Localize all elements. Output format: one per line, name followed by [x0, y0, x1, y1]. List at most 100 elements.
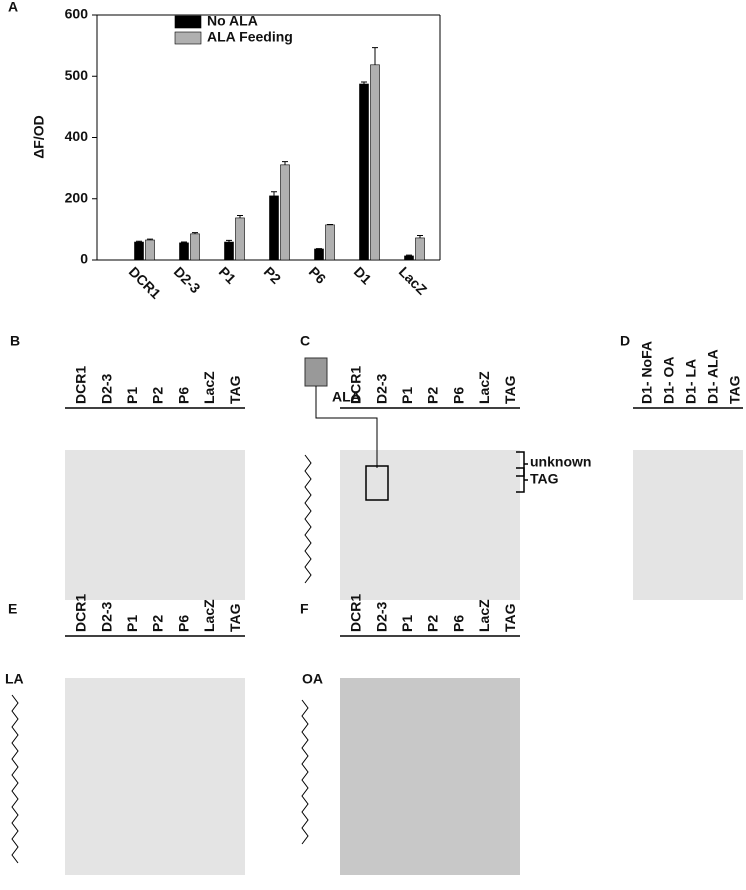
y-tick-label: 0 — [80, 251, 88, 267]
molecule — [304, 454, 312, 584]
bracket — [516, 467, 528, 493]
highlight-box — [365, 465, 389, 501]
annotation: TAG — [530, 471, 559, 487]
bar — [415, 237, 425, 261]
lane-label: DCR1 — [73, 594, 89, 632]
connector — [315, 386, 378, 468]
lane-label: D2-3 — [98, 601, 114, 632]
lane-label: TAG — [227, 375, 243, 404]
inset — [304, 357, 328, 387]
lane-label: P2 — [425, 615, 441, 632]
lane-label: D1- LA — [683, 359, 699, 404]
error-bar — [136, 240, 142, 243]
lane-label: D1- NoFA — [639, 341, 655, 404]
bar — [370, 64, 380, 261]
x-tick-label: P2 — [261, 263, 285, 287]
lane-label: P1 — [399, 615, 415, 632]
gel-image — [65, 450, 245, 600]
error-bar — [361, 81, 367, 85]
bar — [179, 242, 189, 261]
lane-label: TAG — [502, 603, 518, 632]
legend-swatch — [174, 31, 202, 45]
lane-label: D2-3 — [373, 373, 389, 404]
lane-label: P6 — [450, 387, 466, 404]
lane-label: LacZ — [201, 599, 217, 632]
lane-label: D2-3 — [373, 601, 389, 632]
bar — [314, 248, 324, 261]
legend-label: No ALA — [207, 13, 258, 29]
lane-label: P6 — [175, 615, 191, 632]
x-tick-label: D1 — [351, 263, 375, 287]
error-bar — [181, 241, 187, 243]
x-tick-label: DCR1 — [126, 263, 164, 301]
lane-label: D1- ALA — [705, 349, 721, 404]
lane-label: TAG — [227, 603, 243, 632]
lane-label: P2 — [150, 615, 166, 632]
panel-letter: E — [8, 601, 17, 617]
panel-letter: B — [10, 333, 20, 349]
panel-letter: A — [8, 0, 18, 15]
bar — [134, 241, 144, 261]
x-tick-label: D2-3 — [171, 263, 204, 296]
lane-label: P1 — [124, 615, 140, 632]
gel-image — [65, 678, 245, 875]
lane-label: D1- OA — [661, 357, 677, 404]
gel-image — [633, 450, 743, 600]
fatty-acid-label: OA — [302, 671, 323, 687]
error-bar — [282, 161, 288, 165]
lane-label: DCR1 — [348, 366, 364, 404]
lane-label: LacZ — [476, 371, 492, 404]
x-tick-label: P6 — [306, 263, 330, 287]
y-tick-label: 200 — [65, 189, 89, 205]
bar — [280, 164, 290, 261]
error-bar — [406, 254, 412, 256]
bar — [359, 83, 369, 261]
y-tick-label: 500 — [65, 67, 89, 83]
bar — [224, 241, 234, 261]
legend-label: ALA Feeding — [207, 29, 293, 45]
lane-label: P1 — [124, 387, 140, 404]
lane-label: LacZ — [476, 599, 492, 632]
bracket — [516, 451, 528, 477]
lane-label: P2 — [425, 387, 441, 404]
x-tick-label: P1 — [216, 263, 240, 287]
lane-label: P6 — [175, 387, 191, 404]
inset-label: ALA — [332, 389, 361, 405]
y-tick-label: 600 — [65, 6, 89, 22]
error-bar — [192, 232, 198, 234]
bar — [269, 195, 279, 261]
y-axis-label: ΔF/OD — [31, 115, 47, 159]
fatty-acid-label: LA — [5, 671, 24, 687]
molecule — [301, 699, 309, 845]
panel-letter: D — [620, 333, 630, 349]
lane-label: TAG — [727, 375, 743, 404]
bar — [145, 239, 155, 261]
error-bar — [226, 239, 232, 243]
gel-image — [340, 678, 520, 875]
annotation: unknown — [530, 454, 591, 470]
molecule — [11, 694, 19, 864]
lane-label: TAG — [502, 375, 518, 404]
bar — [190, 233, 200, 261]
panel-letter: C — [300, 333, 310, 349]
lane-label: DCR1 — [348, 594, 364, 632]
error-bar — [271, 191, 277, 196]
error-bar — [237, 214, 243, 218]
lane-label: P2 — [150, 387, 166, 404]
bar — [235, 217, 245, 261]
y-tick-label: 400 — [65, 128, 89, 144]
lane-label: D2-3 — [98, 373, 114, 404]
gel-image — [340, 450, 520, 600]
panel-letter: F — [300, 601, 309, 617]
lane-label: LacZ — [201, 371, 217, 404]
error-bar — [417, 235, 423, 238]
bar — [404, 255, 414, 261]
lane-label: P6 — [450, 615, 466, 632]
lane-label: P1 — [399, 387, 415, 404]
lane-label: DCR1 — [73, 366, 89, 404]
x-tick-label: LacZ — [396, 263, 431, 298]
bar — [325, 224, 335, 261]
error-bar — [372, 47, 378, 65]
error-bar — [147, 238, 153, 240]
